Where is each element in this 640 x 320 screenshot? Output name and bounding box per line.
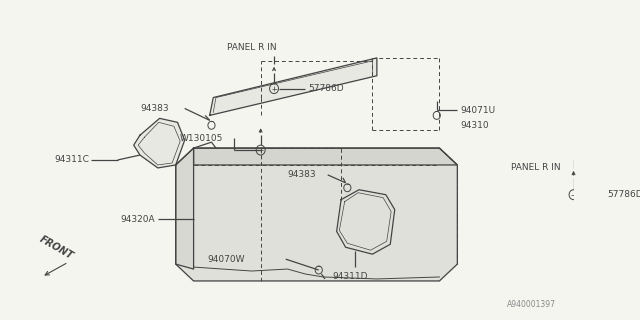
Text: 94310: 94310 bbox=[460, 121, 488, 130]
Polygon shape bbox=[193, 148, 458, 165]
Text: 94070W: 94070W bbox=[207, 255, 244, 264]
Polygon shape bbox=[337, 190, 395, 254]
Text: 57786D: 57786D bbox=[607, 190, 640, 199]
Text: A940001397: A940001397 bbox=[508, 300, 556, 309]
Text: PANEL R IN: PANEL R IN bbox=[227, 44, 276, 52]
Text: 94071U: 94071U bbox=[460, 106, 495, 115]
Text: 94383: 94383 bbox=[287, 170, 316, 180]
Polygon shape bbox=[210, 58, 377, 116]
Text: 94311D: 94311D bbox=[332, 272, 367, 282]
Text: 94320A: 94320A bbox=[120, 215, 155, 224]
Text: PANEL R IN: PANEL R IN bbox=[511, 164, 561, 172]
Text: FRONT: FRONT bbox=[38, 234, 76, 261]
Polygon shape bbox=[176, 148, 193, 269]
Text: 94383: 94383 bbox=[140, 104, 168, 113]
Text: 57786D: 57786D bbox=[308, 84, 344, 93]
Text: 94311C: 94311C bbox=[54, 156, 89, 164]
Text: W130105: W130105 bbox=[180, 134, 223, 143]
Polygon shape bbox=[134, 118, 185, 168]
Polygon shape bbox=[176, 148, 458, 281]
